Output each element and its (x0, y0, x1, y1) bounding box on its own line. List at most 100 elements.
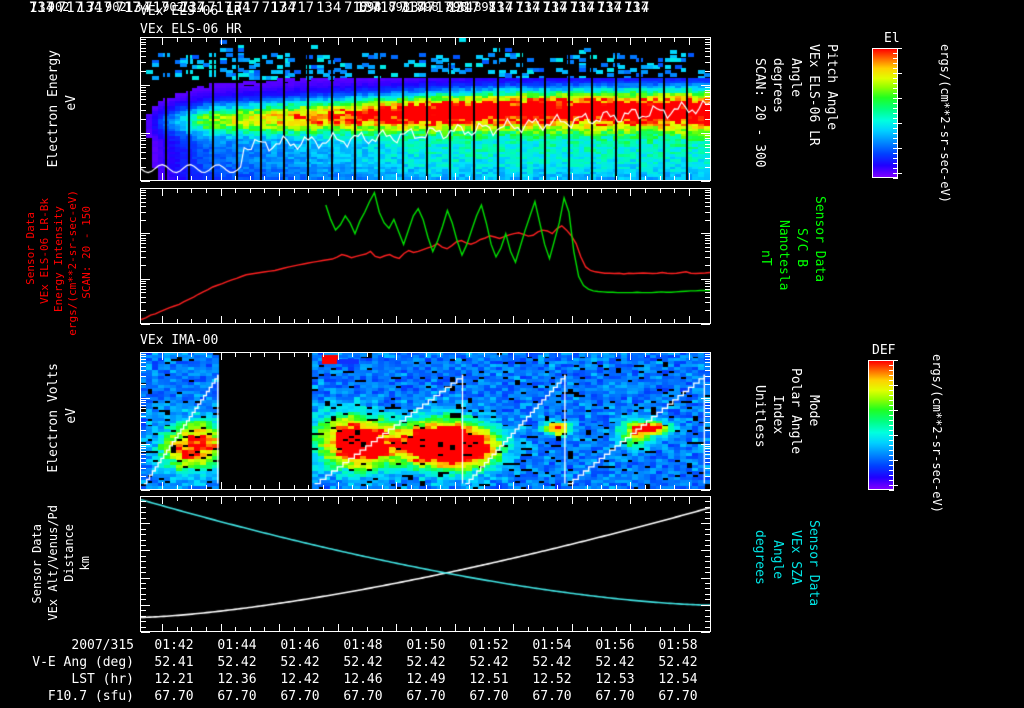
xtick-bottom (513, 482, 515, 489)
ytick-left-minor (141, 133, 150, 134)
ytick-right-minor (705, 211, 710, 213)
xtick-bottom (425, 627, 427, 631)
xtick-bottom (615, 176, 617, 180)
ytick-right-minor (705, 430, 710, 432)
ytick-left-minor (141, 599, 146, 601)
panel2-left-label-units: ergs/(cm**2-sr-sec-eV) (66, 190, 79, 336)
ytick-left-minor (141, 384, 146, 386)
xtick-top (469, 353, 471, 357)
ytick-right-minor (705, 359, 710, 361)
panel-electron-energy-spectrogram (140, 37, 711, 181)
time-table-cell-r3-c5: 67.70 (469, 689, 509, 704)
ytick-right-minor (705, 237, 710, 239)
ytick-right-minor (705, 51, 710, 53)
ytick-right-minor (705, 302, 710, 304)
ytick-left-minor (141, 457, 146, 459)
ytick-left-minor (141, 140, 146, 142)
colorbar2-label: DEF (872, 343, 896, 358)
xtick-top (630, 189, 632, 196)
panel3-ytick-right-4: 717 (454, 0, 480, 16)
ytick-left-minor (141, 265, 146, 267)
colorbar2-tick-mark (889, 445, 894, 446)
colorbar2-tick-mark (889, 370, 894, 371)
xtick-bottom (366, 627, 368, 631)
xtick-bottom (469, 485, 471, 489)
panel1-ylabel-ev: eV (64, 95, 79, 111)
xtick-top (381, 189, 383, 193)
xtick-top (366, 189, 368, 193)
ytick-left-minor (141, 135, 146, 137)
ytick-right-minor (705, 235, 710, 237)
ytick-right-minor (705, 512, 710, 514)
ytick-right-minor (705, 626, 710, 628)
time-table-cell-r0-c4: 01:50 (406, 638, 446, 653)
ytick-left-minor (141, 235, 146, 237)
colorbar1-tick-mark (893, 153, 898, 154)
ytick-right-minor (701, 632, 710, 633)
panel3-right-label-index: Index (770, 395, 785, 435)
xtick-top (293, 189, 295, 193)
xtick-bottom (235, 485, 237, 489)
colorbar2-tick-2: 898 (417, 0, 439, 14)
xtick-top (689, 353, 690, 360)
xtick-top (352, 353, 354, 357)
time-table-cell-r1-c8: 52.42 (658, 655, 698, 670)
colorbar2-tick-0: 898 (359, 0, 382, 14)
ytick-right-minor (705, 384, 710, 386)
ytick-right-minor (705, 402, 710, 404)
panel2-right-label-nt: nT (758, 250, 773, 266)
ytick-left-minor (141, 370, 146, 372)
colorbar1-tick-mark (893, 88, 898, 89)
xtick-bottom (645, 319, 647, 323)
colorbar1-tick-mark (893, 93, 898, 94)
xtick-bottom (279, 173, 281, 180)
xtick-top (176, 353, 178, 357)
panel3-ytick-left-1: 134 (402, 0, 428, 16)
colorbar2-tick-mark (889, 470, 894, 471)
ytick-left-minor (141, 534, 146, 536)
ytick-right-minor (705, 408, 710, 410)
xtick-bottom (162, 316, 163, 323)
xtick-bottom (440, 627, 442, 631)
xtick-top (191, 38, 193, 42)
panel4-left-label-alt: VEx Alt/Venus/Pd (46, 505, 60, 621)
xtick-top (557, 353, 559, 357)
ytick-left-minor (141, 41, 146, 43)
ytick-left-minor (141, 195, 146, 197)
ytick-right-minor (701, 85, 710, 86)
ytick-right-minor (701, 278, 710, 280)
xtick-top (615, 497, 617, 501)
ytick-right-minor (705, 561, 710, 563)
xtick-bottom (469, 176, 471, 180)
xtick-bottom (586, 627, 588, 631)
colorbar2-tick-mark (889, 485, 898, 486)
panel2-left-label-quantity: Energy Intensity (52, 206, 65, 312)
ytick-left-minor (141, 292, 146, 294)
ytick-left-minor (141, 324, 150, 325)
xtick-bottom (323, 485, 325, 489)
xtick-bottom (293, 176, 295, 180)
ytick-right-minor (705, 47, 710, 49)
xtick-top (601, 353, 603, 357)
xtick-top (220, 38, 222, 45)
panel4-ytick-right-1: 717 (515, 0, 541, 16)
xtick-top (513, 497, 515, 504)
xtick-bottom (557, 485, 559, 489)
time-table-cell-r1-c4: 52.42 (406, 655, 446, 670)
xtick-bottom (630, 173, 632, 180)
ytick-right-minor (705, 166, 710, 168)
colorbar2-tick-mark (889, 400, 894, 401)
xtick-bottom (469, 319, 471, 323)
ytick-right-minor (705, 292, 710, 294)
ytick-left-minor (141, 95, 146, 97)
xtick-top (645, 38, 647, 42)
xtick-bottom (542, 319, 544, 323)
ytick-left-minor (141, 462, 146, 464)
xtick-top (484, 38, 486, 42)
xtick-bottom (586, 319, 588, 323)
xtick-top (659, 497, 661, 501)
ytick-right-minor (705, 143, 710, 145)
xtick-top (220, 189, 222, 196)
time-table-row-label-3: F10.7 (sfu) (47, 689, 134, 704)
xtick-top (659, 189, 661, 193)
